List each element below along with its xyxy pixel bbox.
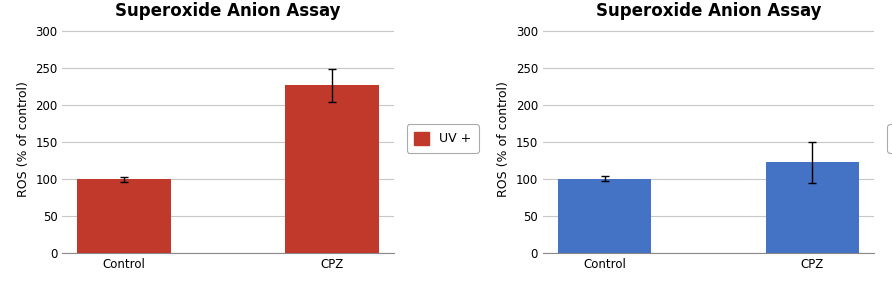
Title: Superoxide Anion Assay: Superoxide Anion Assay bbox=[115, 1, 341, 19]
Y-axis label: ROS (% of control): ROS (% of control) bbox=[17, 81, 29, 196]
Y-axis label: ROS (% of control): ROS (% of control) bbox=[497, 81, 510, 196]
Bar bbox=[765, 162, 859, 253]
Bar bbox=[285, 85, 379, 253]
Bar bbox=[78, 179, 171, 253]
Legend: UV -: UV - bbox=[887, 124, 892, 153]
Bar bbox=[558, 179, 651, 253]
Legend: UV +: UV + bbox=[407, 124, 479, 153]
Title: Superoxide Anion Assay: Superoxide Anion Assay bbox=[596, 1, 822, 19]
